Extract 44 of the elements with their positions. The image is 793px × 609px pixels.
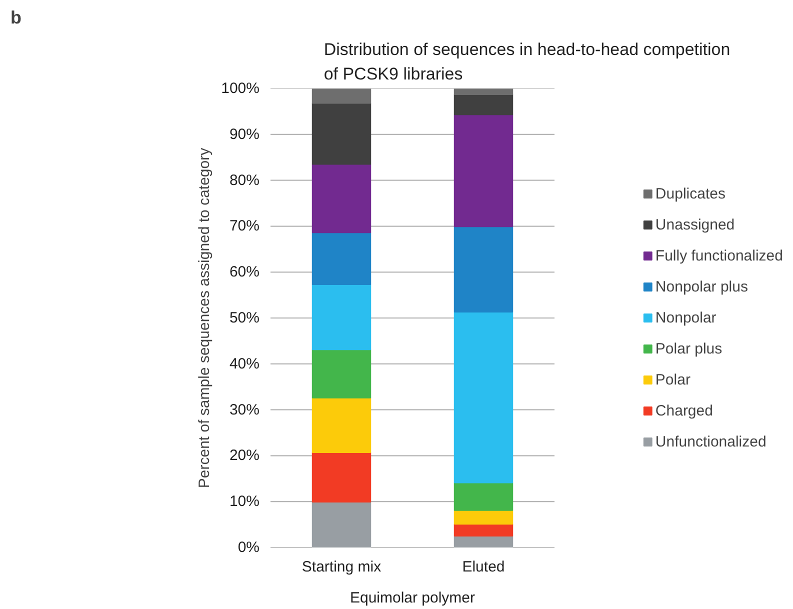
bar (454, 510, 514, 525)
chart-title: Distribution of sequences in head-to-head competition of PCSK9 libraries (324, 40, 730, 84)
bar (312, 102, 372, 165)
bar (454, 114, 514, 228)
bar (312, 232, 372, 285)
y-tick-label: 0% (238, 539, 260, 556)
y-tick-label: 90% (229, 126, 260, 143)
legend-label: Nonpolar plus (655, 278, 748, 295)
legend-label: Polar (655, 371, 690, 388)
bar (312, 284, 372, 350)
bar (312, 502, 372, 548)
x-tick-label: Starting mix (302, 558, 382, 576)
bar (454, 94, 514, 116)
bar (454, 226, 514, 313)
legend-label: Duplicates (655, 185, 726, 202)
legend-label: Charged (655, 402, 713, 419)
legend-label: Nonpolar (655, 309, 716, 326)
bar (454, 312, 514, 484)
y-tick-label: 10% (229, 493, 260, 510)
y-tick-label: 20% (229, 447, 260, 464)
bar (454, 524, 514, 537)
bar (312, 452, 372, 503)
bar (312, 397, 372, 453)
bar (454, 536, 514, 548)
bar (312, 164, 372, 234)
y-tick-label: 60% (229, 264, 260, 281)
y-tick-label: 40% (229, 355, 260, 372)
text: b (10, 8, 22, 28)
legend-label: Unfunctionalized (655, 433, 766, 450)
legend-label: Fully functionalized (655, 247, 783, 264)
bar (454, 88, 514, 95)
y-axis-title: Percent of sample sequences assigned to category (196, 147, 214, 488)
y-tick-label: 70% (229, 218, 260, 235)
bar (312, 88, 372, 104)
legend-label: Polar plus (655, 340, 722, 357)
bar (312, 349, 372, 398)
y-tick-label: 50% (229, 310, 260, 326)
legend-label: Unassigned (655, 216, 735, 233)
x-axis-title: Equimolar polymer (350, 590, 476, 606)
y-tick-label: 80% (229, 172, 260, 189)
bar (454, 482, 514, 511)
y-tick-label: 30% (229, 401, 260, 418)
y-tick-label: 100% (221, 80, 260, 97)
x-tick-label: Eluted (462, 558, 505, 576)
